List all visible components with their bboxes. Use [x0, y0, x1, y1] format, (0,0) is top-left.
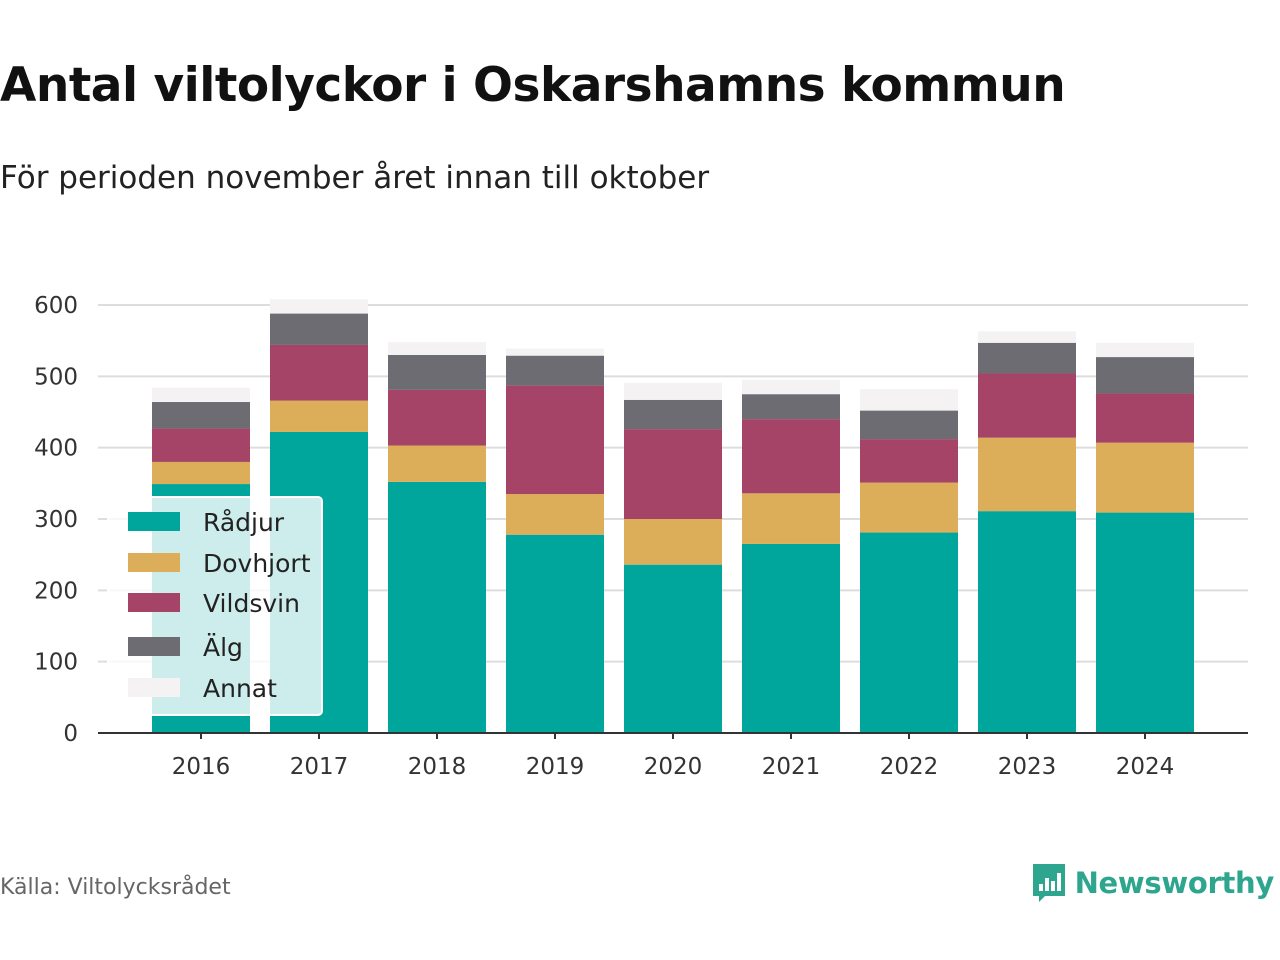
y-axis-tick-labels: 0 100 200 300 400 500 600 [34, 293, 78, 747]
bar-segment[interactable] [388, 481, 486, 733]
legend-swatch [128, 593, 180, 612]
legend-label: Dovhjort [203, 549, 311, 578]
bar-segment[interactable] [152, 428, 250, 462]
bar-segment[interactable] [860, 482, 958, 533]
legend-label: Rådjur [203, 508, 285, 537]
bar-segment[interactable] [506, 348, 604, 356]
bar-segment[interactable] [506, 494, 604, 535]
legend-label: Vildsvin [203, 589, 300, 618]
y-tick-label: 600 [34, 293, 78, 319]
y-tick-label: 200 [34, 578, 78, 604]
y-tick-label: 300 [34, 507, 78, 533]
y-tick-label: 0 [63, 721, 78, 747]
x-tick-label: 2016 [172, 754, 231, 780]
legend-swatch [128, 512, 180, 531]
legend-label: Älg [203, 633, 243, 662]
bar-segment[interactable] [978, 373, 1076, 438]
brand-name: Newsworthy [1074, 866, 1275, 900]
x-tick-label: 2022 [880, 754, 939, 780]
source-note: Källa: Viltolycksrådet [0, 875, 231, 900]
bar-segment[interactable] [742, 394, 840, 420]
bar-segment[interactable] [270, 313, 368, 345]
bar-segment[interactable] [270, 299, 368, 314]
y-tick-label: 100 [34, 650, 78, 676]
bar-segment[interactable] [388, 389, 486, 446]
x-tick-label: 2020 [644, 754, 703, 780]
x-axis-tick-labels: 2016 2017 2018 2019 2020 2021 2022 2023 2024 [172, 733, 1175, 780]
bar-segment[interactable] [624, 519, 722, 565]
x-tick-label: 2017 [290, 754, 349, 780]
bar-segment[interactable] [742, 379, 840, 395]
y-tick-label: 400 [34, 436, 78, 462]
bar-segment[interactable] [624, 429, 722, 519]
bar-segment[interactable] [978, 437, 1076, 512]
bar-segment[interactable] [1096, 342, 1194, 358]
x-tick-label: 2024 [1116, 754, 1175, 780]
x-tick-label: 2019 [526, 754, 585, 780]
legend-swatch [128, 553, 180, 572]
bar-segment[interactable] [978, 331, 1076, 343]
bar-segment[interactable] [1096, 393, 1194, 443]
bar-segment[interactable] [506, 385, 604, 495]
legend-swatch [128, 637, 180, 656]
bar-segment[interactable] [388, 342, 486, 355]
bar-segment[interactable] [506, 355, 604, 386]
y-tick-label: 500 [34, 364, 78, 390]
x-tick-label: 2023 [998, 754, 1057, 780]
bar-segment[interactable] [152, 402, 250, 429]
bar-segment[interactable] [860, 410, 958, 440]
bar-segment[interactable] [1096, 512, 1194, 733]
bar-segment[interactable] [860, 389, 958, 411]
bar-segment[interactable] [742, 543, 840, 733]
bar-segment[interactable] [1096, 442, 1194, 513]
chart-title: Antal viltolyckor i Oskarshamns kommun [0, 58, 1066, 113]
bar-segment[interactable] [1096, 357, 1194, 394]
legend[interactable]: Rådjur Dovhjort Vildsvin Älg Annat [107, 496, 323, 716]
bar-segment[interactable] [978, 511, 1076, 733]
bar-segment[interactable] [506, 534, 604, 733]
x-tick-label: 2018 [408, 754, 467, 780]
bar-segment[interactable] [742, 493, 840, 544]
bar-segment[interactable] [388, 354, 486, 390]
brand-logo[interactable]: Newsworthy [1031, 862, 1274, 904]
x-tick-label: 2021 [762, 754, 821, 780]
legend-label: Annat [203, 674, 277, 703]
bar-segment[interactable] [152, 461, 250, 485]
bar-segment[interactable] [742, 419, 840, 494]
bar-segment[interactable] [388, 445, 486, 482]
chart-subtitle: För perioden november året innan till ok… [0, 160, 710, 196]
legend-swatch [128, 678, 180, 697]
bar-segment[interactable] [152, 387, 250, 403]
bar-chart-logo-icon [1032, 864, 1065, 902]
bar-segment[interactable] [624, 382, 722, 400]
bar-segment[interactable] [860, 532, 958, 733]
bar-segment[interactable] [624, 564, 722, 733]
bar-segment[interactable] [624, 399, 722, 430]
bar-segment[interactable] [270, 344, 368, 401]
legend-box [107, 496, 323, 716]
bar-segment[interactable] [978, 342, 1076, 374]
bar-segment[interactable] [270, 400, 368, 432]
bar-segment[interactable] [860, 439, 958, 483]
